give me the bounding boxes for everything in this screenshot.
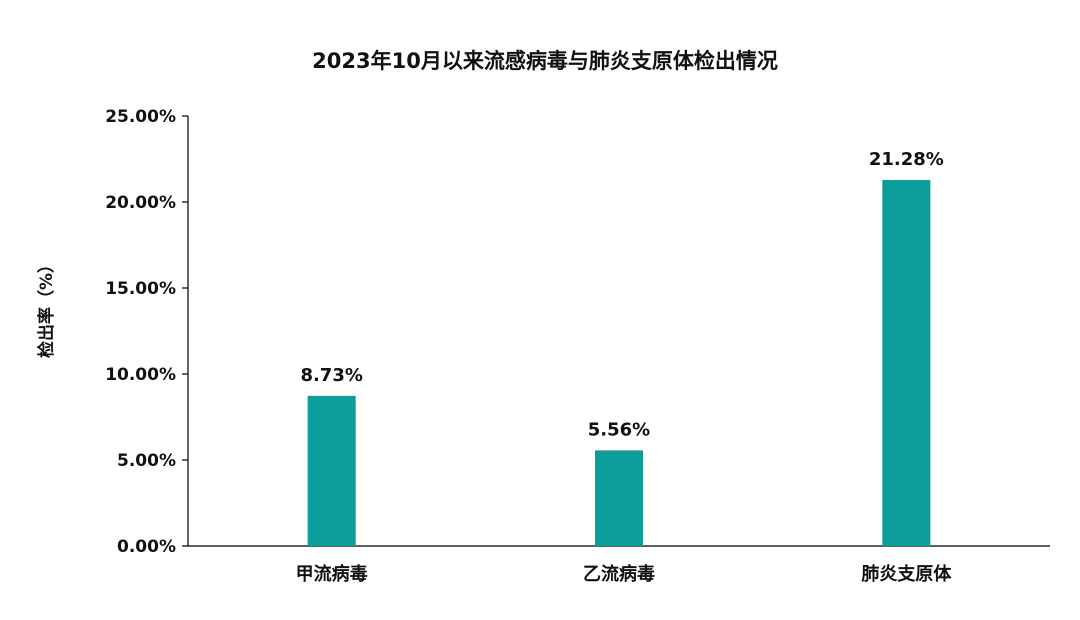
category-label-1: 甲流病毒 xyxy=(296,563,368,585)
y-tick-label: 5.00% xyxy=(117,451,176,471)
bar-1 xyxy=(307,395,356,546)
y-tick-label: 0.00% xyxy=(117,537,176,557)
bar-2 xyxy=(595,450,643,546)
y-tick-label: 20.00% xyxy=(105,193,176,213)
y-axis-ticks: 0.00% 5.00% 10.00% 15.00% 20.00% 25.00% xyxy=(105,107,188,557)
category-label-2: 乙流病毒 xyxy=(583,563,655,585)
category-labels-group: 甲流病毒 乙流病毒 肺炎支原体 xyxy=(296,563,953,585)
y-axis-label: 检出率（%） xyxy=(36,256,57,358)
data-label-1: 8.73% xyxy=(300,365,362,386)
chart-title: 2023年10月以来流感病毒与肺炎支原体检出情况 xyxy=(312,49,778,73)
y-tick-label: 25.00% xyxy=(105,107,176,127)
y-tick-label: 10.00% xyxy=(105,365,176,385)
category-label-3: 肺炎支原体 xyxy=(861,563,952,585)
y-tick-label: 15.00% xyxy=(105,279,176,299)
bar-3 xyxy=(882,179,931,546)
data-label-3: 21.28% xyxy=(869,149,944,170)
data-label-2: 5.56% xyxy=(588,419,650,440)
bars-group xyxy=(307,179,931,546)
data-labels-group: 8.73% 5.56% 21.28% xyxy=(300,149,943,440)
